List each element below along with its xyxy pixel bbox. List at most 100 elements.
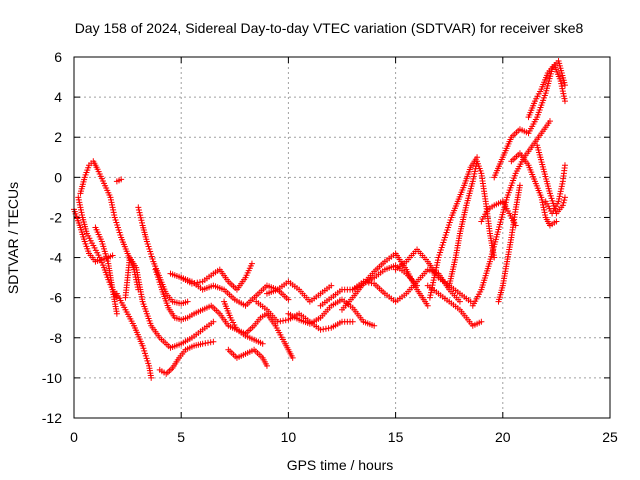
data-point: [153, 269, 160, 276]
data-point: [109, 252, 116, 259]
data-point: [194, 279, 201, 286]
data-point: [558, 183, 565, 190]
data-point: [553, 218, 560, 225]
data-point: [156, 279, 163, 286]
data-point: [259, 340, 266, 347]
series-track-5: [113, 290, 155, 381]
data-point: [158, 284, 165, 291]
series-track-17: [285, 296, 378, 329]
data-point: [429, 282, 436, 289]
data-point: [110, 209, 117, 216]
data-point: [363, 279, 370, 286]
series-track-23: [426, 154, 481, 301]
grid-lines: [74, 57, 610, 418]
data-point: [428, 287, 435, 294]
series-track-19: [339, 250, 431, 313]
data-point: [445, 221, 452, 228]
data-point: [111, 211, 118, 218]
data-point: [558, 80, 565, 87]
data-point: [263, 362, 270, 369]
data-point: [558, 185, 565, 192]
y-tick-label: 4: [54, 89, 62, 105]
data-point: [538, 194, 545, 201]
data-point: [424, 302, 431, 309]
data-point: [561, 162, 568, 169]
data-point: [109, 204, 116, 211]
data-point: [430, 279, 437, 286]
series-track-24: [446, 158, 498, 289]
data-point: [282, 317, 289, 324]
y-tick-label: 6: [54, 49, 62, 65]
data-point: [144, 357, 151, 364]
data-point: [114, 224, 121, 231]
data-point: [540, 201, 546, 208]
data-point: [437, 249, 444, 256]
data-point: [111, 214, 118, 221]
series-track-3: [77, 158, 142, 293]
series-track-1: [71, 206, 116, 265]
data-point: [149, 256, 156, 263]
data-point: [559, 88, 566, 95]
data-point: [322, 325, 329, 332]
data-point: [432, 269, 439, 276]
series-track-21: [392, 246, 474, 305]
data-point: [456, 298, 463, 305]
data-point: [145, 360, 152, 367]
series-track-32: [478, 198, 519, 229]
data-point: [559, 180, 566, 187]
data-point: [207, 339, 214, 346]
data-point: [444, 226, 451, 233]
data-point: [436, 252, 443, 259]
data-point: [547, 192, 554, 199]
y-tick-label: 0: [54, 169, 62, 185]
data-point: [116, 229, 123, 236]
data-point: [328, 282, 335, 289]
series-track-27: [495, 182, 523, 305]
data-point: [248, 260, 255, 267]
data-point: [188, 280, 195, 287]
data-point: [434, 257, 441, 264]
data-point: [280, 317, 287, 324]
data-point: [107, 194, 114, 201]
data-point: [135, 206, 142, 213]
data-point: [561, 82, 568, 89]
data-point: [145, 243, 152, 250]
data-point: [447, 216, 454, 223]
data-point: [560, 90, 567, 97]
data-point: [115, 226, 122, 233]
data-point: [210, 318, 217, 325]
data-point: [144, 241, 151, 248]
data-point: [77, 204, 84, 211]
data-point: [147, 248, 154, 255]
data-point: [289, 354, 296, 361]
data-point: [143, 355, 150, 362]
data-point: [320, 326, 327, 333]
data-point: [139, 342, 146, 349]
data-point: [561, 95, 568, 102]
data-point: [371, 322, 378, 329]
data-point: [97, 257, 104, 264]
data-point: [434, 259, 441, 266]
data-point: [77, 206, 84, 213]
data-point: [560, 199, 567, 206]
data-point: [470, 173, 477, 180]
data-point: [441, 237, 448, 244]
data-point: [442, 231, 449, 238]
data-point: [478, 318, 485, 325]
data-point: [78, 209, 85, 216]
data-point: [557, 188, 564, 195]
data-point: [113, 310, 120, 317]
data-point: [561, 98, 568, 105]
data-point: [138, 219, 145, 226]
data-point: [196, 279, 203, 286]
data-point: [516, 182, 523, 189]
data-point: [155, 276, 162, 283]
data-point: [429, 284, 436, 291]
data-point: [317, 326, 324, 333]
data-point: [75, 194, 82, 201]
data-point: [437, 247, 444, 254]
y-tick-label: -10: [42, 370, 62, 386]
data-point: [561, 197, 568, 204]
data-point: [560, 93, 567, 100]
